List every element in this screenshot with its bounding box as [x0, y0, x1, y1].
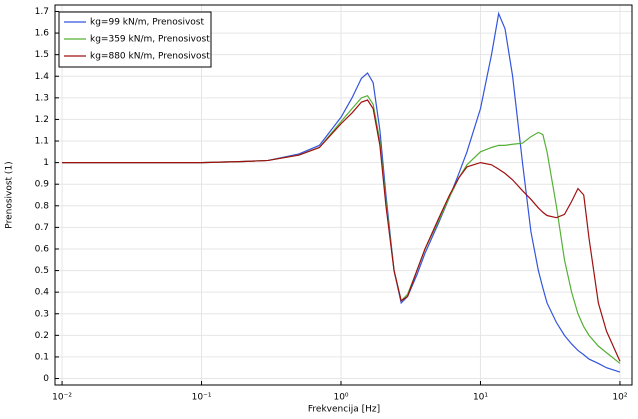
y-tick-label: 0.2	[35, 331, 49, 341]
x-tick-label: 10⁻¹	[192, 393, 212, 403]
y-tick-label: 1.4	[35, 72, 50, 82]
y-tick-label: 0.8	[35, 201, 50, 211]
y-tick-label: 0.3	[35, 309, 49, 319]
y-tick-label: 0.9	[35, 180, 50, 190]
y-tick-label: 1.2	[35, 115, 49, 125]
plot-frame	[54, 4, 633, 386]
y-tick-label: 1.6	[35, 29, 50, 39]
x-tick-label: 10²	[612, 393, 627, 403]
legend-label: kg=880 kN/m, Prenosivost	[90, 52, 210, 62]
series-line	[62, 99, 621, 362]
y-tick-label: 0.7	[35, 223, 49, 233]
y-tick-label: 0.1	[35, 352, 49, 362]
y-tick-label: 1.3	[35, 93, 49, 103]
x-tick-label: 10⁰	[333, 393, 348, 403]
x-tick-label: 10⁻²	[52, 393, 72, 403]
y-tick-label: 0.6	[35, 244, 50, 254]
y-tick-label: 0	[43, 374, 49, 384]
y-tick-label: 1.5	[35, 50, 49, 60]
x-axis-label: Frekvencija [Hz]	[308, 405, 380, 415]
x-tick-label: 10¹	[473, 393, 488, 403]
y-axis-label: Prenosivost (1)	[5, 161, 15, 228]
y-tick-label: 1.7	[35, 7, 49, 17]
y-tick-label: 0.5	[35, 266, 49, 276]
y-tick-label: 0.4	[35, 288, 50, 298]
legend-label: kg=99 kN/m, Prenosivost	[90, 18, 204, 28]
y-tick-label: 1	[43, 158, 49, 168]
y-tick-label: 1.1	[35, 137, 49, 147]
legend-label: kg=359 kN/m, Prenosivost	[90, 35, 210, 45]
